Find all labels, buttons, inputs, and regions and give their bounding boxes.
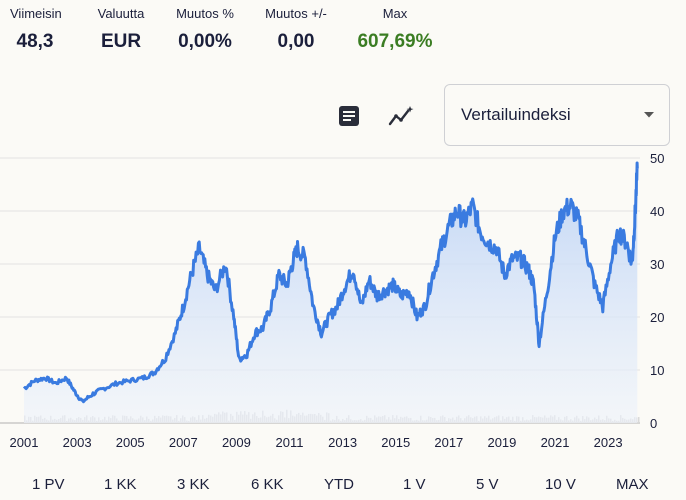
stat-currency: Valuutta EUR [91, 6, 151, 53]
chart-settings-icon [388, 106, 414, 126]
x-tick-label: 2011 [276, 435, 304, 450]
comparison-index-select[interactable]: Vertailuindeksi [444, 84, 670, 146]
range-5v[interactable]: 5 V [476, 476, 499, 493]
x-tick-label: 2023 [594, 435, 623, 450]
stat-currency-value: EUR [100, 31, 142, 52]
table-view-button[interactable] [332, 100, 366, 132]
x-tick-label: 2005 [116, 435, 145, 450]
y-tick-label: 30 [650, 257, 664, 272]
chart-settings-button[interactable] [384, 100, 418, 132]
y-tick-label: 20 [650, 310, 664, 325]
volume-bar [638, 417, 640, 423]
comparison-index-label: Vertailuindeksi [461, 105, 571, 124]
x-tick-label: 2009 [222, 435, 251, 450]
stat-max: Max 607,69% [355, 6, 435, 53]
range-max[interactable]: MAX [616, 476, 649, 493]
range-10v[interactable]: 10 V [545, 476, 576, 493]
price-chart[interactable]: 2001 2003 2005 2007 2009 2011 2013 2015 2017 2019… [0, 150, 686, 460]
x-axis-labels: 2001 2003 2005 2007 2009 2011 2013 2015 2017 2019… [10, 435, 623, 450]
y-tick-label: 10 [650, 363, 664, 378]
stat-change-abs-value: 0,00 [277, 31, 315, 52]
stat-max-value: 607,69% [357, 31, 433, 52]
x-tick-label: 2003 [63, 435, 92, 450]
range-ytd[interactable]: YTD [324, 476, 354, 493]
y-tick-label: 40 [650, 204, 664, 219]
quote-stats: Viimeisin 48,3 Valuutta EUR Muutos % 0,0… [0, 0, 686, 60]
range-1pv[interactable]: 1 PV [32, 476, 65, 493]
y-tick-label: 50 [650, 151, 664, 166]
range-1v[interactable]: 1 V [403, 476, 426, 493]
price-area [24, 163, 638, 423]
price-line [22, 161, 639, 404]
stat-latest: Viimeisin 48,3 [10, 6, 62, 53]
stat-change-abs-label: Muutos +/- [265, 6, 327, 21]
stat-change-percent-value: 0,00% [178, 31, 232, 52]
x-tick-label: 2019 [487, 435, 516, 450]
x-tick-label: 2013 [328, 435, 357, 450]
chevron-down-icon [644, 112, 654, 118]
range-6kk[interactable]: 6 KK [251, 476, 284, 493]
x-tick-label: 2015 [381, 435, 410, 450]
stat-change-percent-label: Muutos % [176, 6, 234, 21]
table-view-icon [339, 106, 359, 126]
x-tick-label: 2021 [541, 435, 570, 450]
x-tick-label: 2017 [434, 435, 463, 450]
stat-currency-label: Valuutta [97, 6, 145, 21]
y-axis-labels: 0 10 20 30 40 50 [650, 151, 664, 431]
y-tick-label: 0 [650, 416, 657, 431]
stat-latest-value: 48,3 [16, 31, 54, 52]
x-tick-label: 2001 [10, 435, 39, 450]
stat-change-percent: Muutos % 0,00% [170, 6, 240, 53]
range-3kk[interactable]: 3 KK [177, 476, 210, 493]
stat-max-label: Max [382, 6, 408, 21]
x-tick-label: 2007 [169, 435, 198, 450]
range-1kk[interactable]: 1 KK [104, 476, 137, 493]
stat-change-abs: Muutos +/- 0,00 [258, 6, 334, 53]
stat-latest-label: Viimeisin [10, 6, 62, 21]
